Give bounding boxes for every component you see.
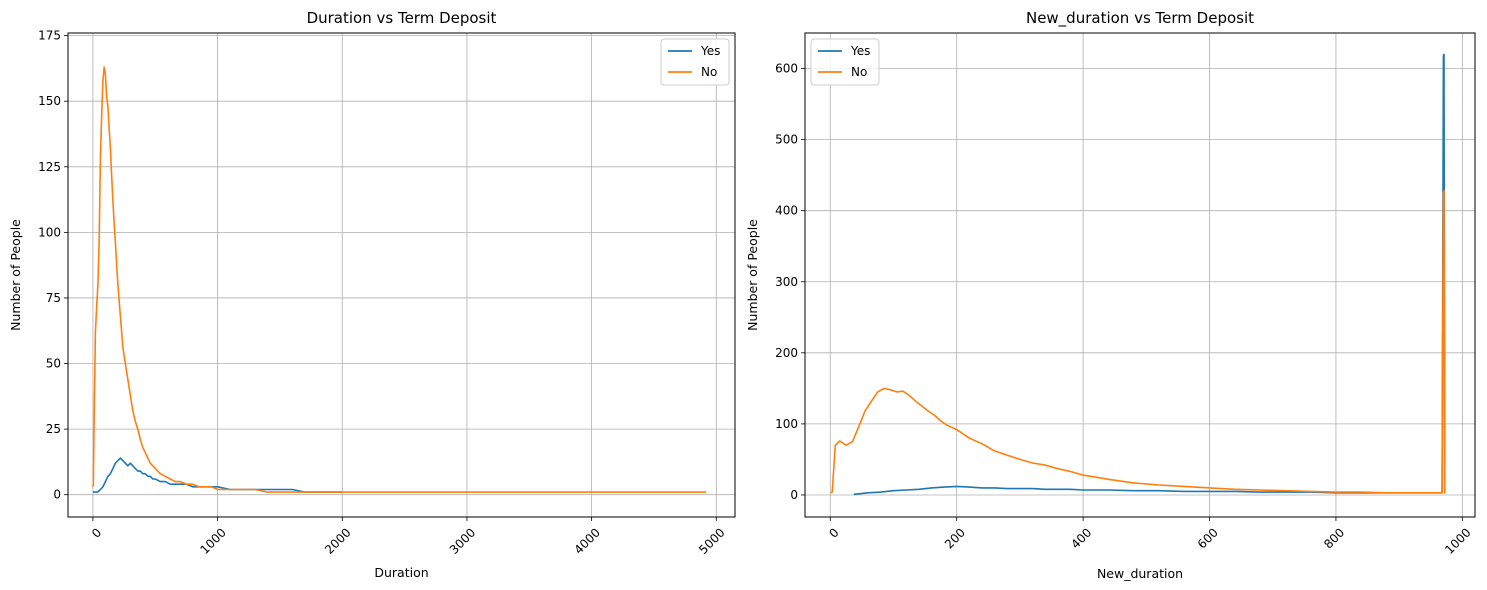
chart-title: New_duration vs Term Deposit	[1026, 9, 1254, 28]
x-axis-label: New_duration	[1097, 566, 1183, 581]
plot-area-frame	[67, 32, 736, 518]
x-axis-label: Duration	[374, 565, 428, 580]
y-tick-label: 75	[46, 291, 61, 305]
legend-label-no: No	[851, 65, 867, 79]
legend: Yes No	[810, 38, 880, 86]
y-tick-label: 600	[775, 62, 798, 76]
legend-label-yes: Yes	[850, 44, 870, 58]
y-tick-label: 100	[775, 417, 798, 431]
legend-label-no: No	[701, 65, 717, 79]
y-tick-label: 0	[53, 488, 61, 502]
y-tick-label: 125	[38, 160, 61, 174]
series-line-no	[830, 190, 1446, 494]
y-tick-label: 25	[46, 422, 61, 436]
chart-title: Duration vs Term Deposit	[307, 9, 497, 27]
series-line-no	[92, 66, 707, 493]
y-tick-label: 400	[775, 204, 798, 218]
y-axis-label: Number of People	[8, 219, 23, 331]
y-tick-label: 0	[790, 488, 798, 502]
y-axis-label: Number of People	[745, 219, 760, 331]
y-tick-label: 300	[775, 275, 798, 289]
y-tick-label: 50	[46, 357, 61, 371]
y-tick-label: 150	[38, 94, 61, 108]
plot-area-frame	[804, 32, 1476, 518]
legend-label-yes: Yes	[700, 44, 720, 58]
y-tick-label: 500	[775, 133, 798, 147]
y-tick-label: 200	[775, 346, 798, 360]
y-tick-label: 100	[38, 225, 61, 239]
legend: Yes No	[660, 38, 730, 86]
y-tick-label: 175	[38, 29, 61, 43]
